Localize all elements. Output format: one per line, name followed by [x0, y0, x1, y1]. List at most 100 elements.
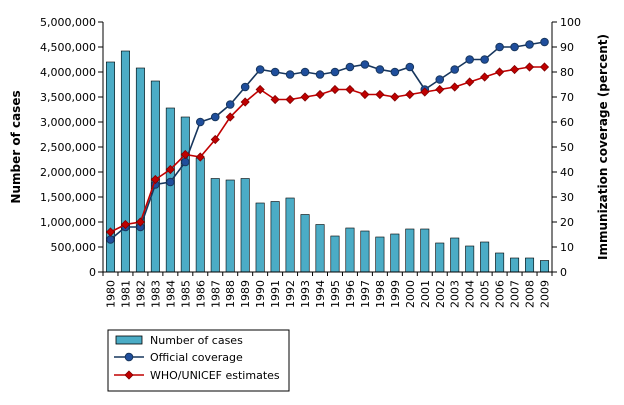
- bar-cases-1982: [135, 67, 145, 273]
- x-tick-label-1997: 1997: [359, 280, 372, 308]
- point-who-1984: [165, 164, 175, 175]
- point-official-1986: [195, 117, 205, 127]
- bar-cases-2001: [420, 228, 430, 273]
- bar-cases-1986: [195, 157, 205, 273]
- axes-layer: 0 500,000 1,000,000 1,500,000 2,000,000 2,500…: [40, 16, 581, 308]
- right-tick-label: 70: [560, 91, 574, 104]
- point-who-2009: [539, 62, 550, 72]
- x-tick-label-2001: 2001: [419, 280, 432, 308]
- point-who-2003: [450, 82, 460, 92]
- right-tick-label: 30: [560, 191, 574, 204]
- x-tick-label-1994: 1994: [314, 280, 327, 308]
- point-official-2008: [525, 40, 534, 49]
- point-who-2005: [480, 72, 490, 82]
- point-official-2004: [465, 55, 474, 64]
- line-who: [110, 66, 545, 233]
- right-tick-label: 40: [560, 166, 574, 179]
- bar-cases-1993: [300, 214, 310, 273]
- point-who-1980: [105, 227, 116, 237]
- x-tick-label-1987: 1987: [209, 280, 222, 308]
- bar-cases-1990: [255, 202, 265, 273]
- point-who-1993: [300, 92, 310, 102]
- bar-cases-1981: [120, 50, 130, 273]
- legend-label-official: Official coverage: [150, 351, 243, 364]
- point-who-1996: [345, 84, 355, 95]
- left-tick-label: 4,500,000: [40, 41, 96, 54]
- lines-layer: [105, 37, 550, 244]
- bar-cases-1997: [360, 230, 370, 273]
- left-tick-label: 2,000,000: [40, 166, 96, 179]
- point-who-2008: [524, 62, 535, 72]
- point-who-1998: [375, 89, 385, 100]
- point-official-2007: [510, 42, 519, 52]
- x-tick-label-1980: 1980: [104, 280, 117, 308]
- x-tick-label-2006: 2006: [494, 280, 507, 308]
- x-tick-label-2000: 2000: [404, 280, 417, 308]
- line-official: [109, 41, 545, 241]
- legend: Number of cases Official coverage WHO/UN…: [107, 329, 290, 392]
- right-tick-label: 20: [560, 216, 574, 229]
- point-official-1999: [390, 67, 400, 77]
- point-official-1992: [285, 70, 295, 79]
- x-tick-label-1999: 1999: [389, 280, 402, 308]
- x-tick-label-1986: 1986: [194, 280, 207, 308]
- left-tick-label: 3,500,000: [40, 91, 96, 104]
- bar-cases-1998: [375, 236, 385, 273]
- right-tick-label: 10: [560, 241, 574, 254]
- point-who-1994: [315, 89, 325, 100]
- point-official-1990: [255, 65, 265, 74]
- point-official-1987: [210, 112, 220, 122]
- x-tick-label-2009: 2009: [539, 280, 552, 308]
- bar-cases-2008: [525, 257, 535, 273]
- x-tick-label-1993: 1993: [299, 280, 312, 308]
- bars-layer: [105, 50, 550, 273]
- bar-cases-1987: [210, 178, 220, 273]
- left-tick-label: 5,000,000: [40, 16, 96, 29]
- left-tick-label: 1,000,000: [40, 216, 96, 229]
- bar-cases-2005: [480, 241, 490, 273]
- bar-cases-1991: [270, 201, 280, 273]
- bar-cases-1984: [165, 107, 175, 273]
- point-official-1994: [315, 70, 325, 79]
- left-tick-label: 4,000,000: [40, 66, 96, 79]
- x-tick-label-1989: 1989: [239, 280, 252, 308]
- right-axis-title: Immunization coverage (percent): [596, 34, 610, 260]
- bar-cases-2002: [435, 242, 445, 273]
- point-who-1985: [180, 149, 190, 160]
- bar-cases-2006: [495, 252, 505, 273]
- point-who-2007: [510, 64, 520, 75]
- point-who-1989: [240, 97, 250, 107]
- right-tick-label: 0: [560, 266, 567, 279]
- point-official-2002: [435, 75, 445, 84]
- point-official-1995: [330, 67, 340, 77]
- x-tick-label-1982: 1982: [134, 280, 147, 308]
- x-tick-label-1996: 1996: [344, 280, 357, 308]
- point-who-1986: [195, 152, 205, 162]
- point-official-2003: [450, 65, 460, 74]
- point-official-1980: [106, 235, 115, 244]
- x-tick-label-1988: 1988: [224, 280, 237, 308]
- point-official-1984: [166, 177, 175, 187]
- point-who-2006: [495, 67, 505, 77]
- right-tick-label: 50: [560, 141, 574, 154]
- right-tick-label: 90: [560, 41, 574, 54]
- right-tick-label: 60: [560, 116, 574, 129]
- x-tick-label-1995: 1995: [329, 280, 342, 308]
- bar-cases-1999: [390, 233, 400, 273]
- right-tick-label: 100: [560, 16, 581, 29]
- bar-cases-1988: [225, 179, 235, 273]
- point-official-1989: [240, 82, 250, 92]
- right-tick-label: 80: [560, 66, 574, 79]
- point-who-1988: [225, 112, 235, 122]
- legend-marker-official: [124, 352, 134, 362]
- x-tick-label-1985: 1985: [179, 280, 192, 308]
- x-tick-label-1991: 1991: [269, 280, 282, 308]
- legend-swatch-bar: [115, 335, 143, 345]
- bar-cases-2003: [450, 237, 460, 273]
- point-official-1996: [345, 62, 355, 72]
- point-who-1983: [150, 174, 160, 185]
- x-tick-label-1983: 1983: [149, 280, 162, 308]
- left-tick-label: 3,000,000: [40, 116, 96, 129]
